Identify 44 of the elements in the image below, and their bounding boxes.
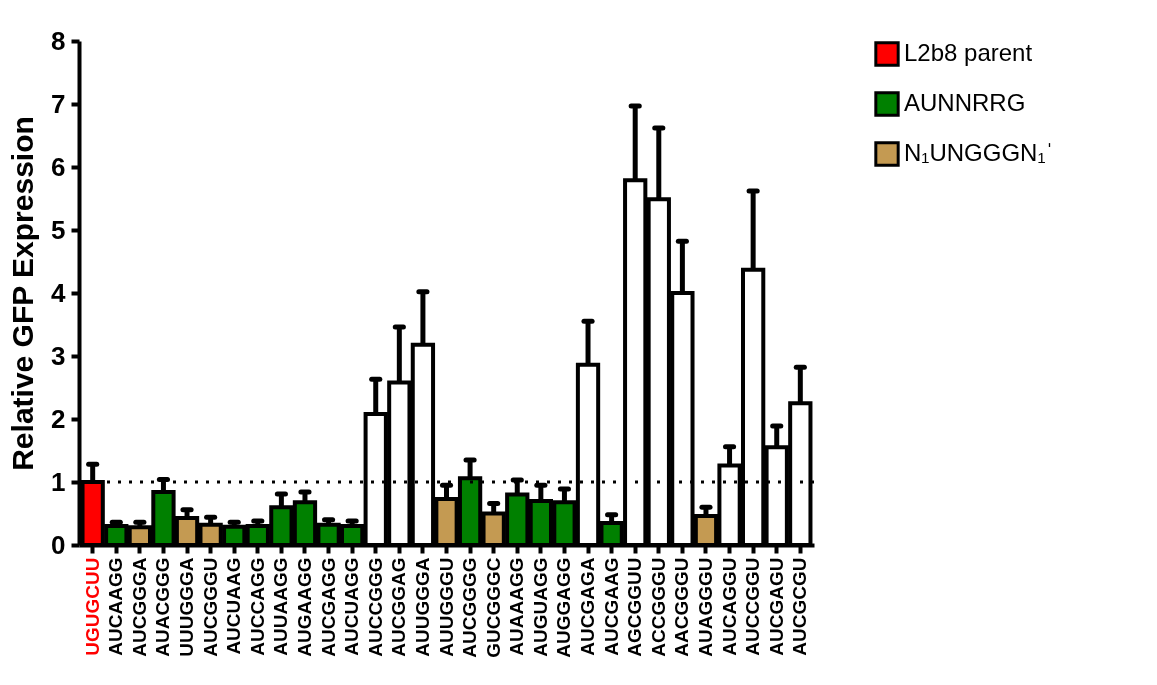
x-tick-label: AUCUAAG bbox=[223, 557, 245, 655]
x-tick-label: AUCCAGG bbox=[246, 557, 268, 656]
x-tick-label: AUUGGGU bbox=[435, 557, 457, 657]
x-tick-label: AUCGAGG bbox=[317, 557, 339, 657]
legend-label: L2b8 parent bbox=[904, 39, 1033, 66]
x-tick-label: UUUGGGA bbox=[176, 557, 198, 657]
y-tick-label: 0 bbox=[51, 529, 66, 560]
y-tick-label: 6 bbox=[51, 151, 66, 182]
y-tick-label: 3 bbox=[51, 340, 66, 371]
x-tick-label: AUCAGGU bbox=[718, 557, 740, 656]
y-tick-label: 7 bbox=[51, 88, 66, 119]
x-tick-label: AUCCGGG bbox=[364, 557, 386, 657]
x-tick-label: AUACGGG bbox=[152, 557, 174, 657]
x-tick-label: AUCGAGA bbox=[577, 557, 599, 656]
x-tick-label: AUCAAGG bbox=[105, 557, 127, 656]
x-tick-label: AUCGCGU bbox=[789, 557, 811, 656]
x-tick-label: AUAAAGG bbox=[506, 557, 528, 656]
y-tick-label: 8 bbox=[51, 25, 66, 56]
x-tick-label: AGCGGUU bbox=[624, 557, 646, 657]
legend-label: AUNNRRG bbox=[904, 89, 1026, 116]
x-tick-label: ACCGGGU bbox=[647, 557, 669, 657]
x-tick-label: AUCGAGU bbox=[765, 557, 787, 656]
x-tick-label: GUCGGGC bbox=[482, 557, 504, 658]
y-tick-label: 1 bbox=[51, 466, 66, 497]
x-tick-label: AUAGGGU bbox=[694, 557, 716, 657]
x-tick-label: AUGGAGG bbox=[553, 557, 575, 658]
x-tick-label: AUCGGGU bbox=[199, 557, 221, 657]
x-tick-label: AUUAAGG bbox=[270, 557, 292, 656]
x-tick-label: AUCGAAG bbox=[600, 557, 622, 656]
x-tick-label: AUCGGGG bbox=[459, 557, 481, 658]
x-tick-label: AUGAAGG bbox=[293, 557, 315, 657]
x-tick-label: AACGGGU bbox=[671, 557, 693, 657]
y-tick-label: 2 bbox=[51, 403, 66, 434]
x-tick-label: AUCUAGG bbox=[341, 557, 363, 656]
y-tick-label: 4 bbox=[51, 277, 67, 308]
x-tick-label: AUCGGAG bbox=[388, 557, 410, 657]
x-tick-label: AUUGGGA bbox=[411, 557, 433, 657]
x-tick-label: UGUGCUU bbox=[81, 557, 103, 656]
legend-label: N₁UNGGGN₁ˈ bbox=[904, 139, 1054, 166]
y-tick-label: 5 bbox=[51, 214, 66, 245]
x-tick-label: AUCCGGU bbox=[742, 557, 764, 656]
x-tick-label: AUGUAGG bbox=[529, 557, 551, 657]
x-tick-label: AUCGGGA bbox=[128, 557, 150, 657]
y-axis-title: Relative GFP Expression bbox=[6, 116, 40, 471]
